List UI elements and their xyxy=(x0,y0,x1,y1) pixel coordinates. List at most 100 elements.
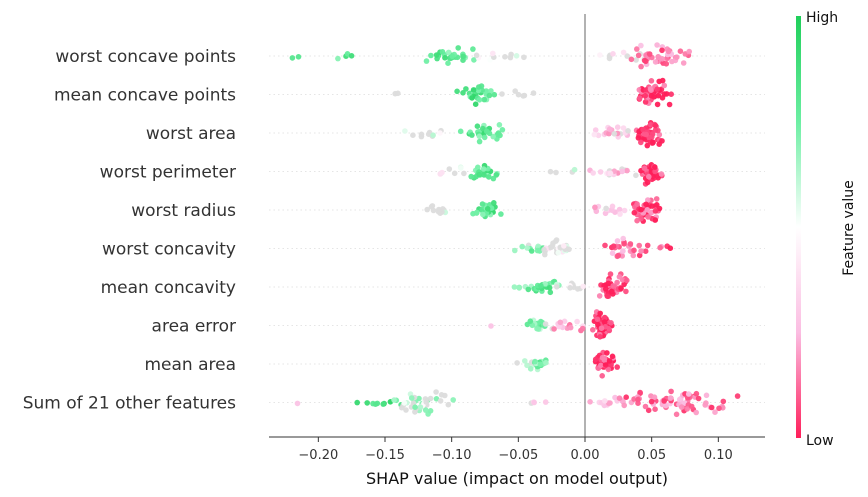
shap-point xyxy=(645,407,652,414)
shap-point xyxy=(663,91,670,97)
shap-point xyxy=(667,395,674,401)
shap-point xyxy=(455,45,462,51)
shap-point xyxy=(289,55,296,61)
shap-point xyxy=(656,78,662,85)
shap-point xyxy=(592,356,599,363)
feature-labels: worst concave points mean concave points w… xyxy=(23,47,236,414)
shap-point xyxy=(644,242,651,249)
shap-point xyxy=(688,403,695,410)
shap-point xyxy=(614,279,620,286)
shap-point xyxy=(627,241,634,247)
shap-point xyxy=(623,288,629,295)
shap-point xyxy=(294,400,301,407)
shap-point xyxy=(644,142,651,149)
shap-point xyxy=(463,86,469,92)
shap-point xyxy=(483,128,490,135)
shap-point xyxy=(668,91,674,97)
x-tick-label: 0.10 xyxy=(704,448,733,463)
shap-point xyxy=(567,285,573,291)
shap-point xyxy=(442,392,448,399)
shap-point xyxy=(602,362,609,368)
shap-point xyxy=(638,63,644,70)
shap-point xyxy=(642,403,649,410)
shap-point xyxy=(646,173,652,180)
shap-point xyxy=(468,173,475,180)
shap-point xyxy=(602,315,608,321)
shap-point xyxy=(634,46,640,52)
shap-point xyxy=(480,125,486,132)
shap-point xyxy=(602,242,608,249)
shap-point xyxy=(684,406,690,412)
shap-point xyxy=(514,360,520,366)
shap-point xyxy=(665,48,672,55)
shap-point xyxy=(686,48,692,55)
shap-point xyxy=(624,167,630,174)
shap-point xyxy=(614,124,621,130)
shap-point xyxy=(619,168,626,175)
shap-point xyxy=(638,139,644,146)
shap-point xyxy=(551,326,557,332)
shap-point xyxy=(607,170,614,177)
shap-point xyxy=(470,46,476,52)
shap-point xyxy=(638,42,644,49)
shap-point xyxy=(652,164,658,170)
shap-point xyxy=(461,170,467,177)
shap-point xyxy=(659,47,665,54)
shap-point xyxy=(610,243,617,249)
shap-point xyxy=(644,207,651,213)
shap-point xyxy=(512,247,518,254)
shap-point xyxy=(491,200,497,206)
shap-point xyxy=(553,169,559,176)
shap-point xyxy=(433,52,440,58)
shap-point xyxy=(437,398,444,404)
shap-point xyxy=(652,406,658,413)
shap-point xyxy=(612,394,618,401)
shap-point xyxy=(425,131,432,137)
shap-point xyxy=(703,392,710,399)
shap-point xyxy=(537,361,544,368)
shap-point xyxy=(633,172,639,179)
shap-point xyxy=(534,325,540,332)
shap-point xyxy=(532,358,538,365)
shap-point xyxy=(484,206,491,212)
shap-point xyxy=(488,323,494,329)
shap-point xyxy=(490,133,497,140)
shap-point xyxy=(480,211,486,218)
shap-point xyxy=(638,248,644,254)
shap-point xyxy=(430,207,437,214)
shap-point xyxy=(454,88,460,95)
row-gridlines xyxy=(269,55,765,403)
shap-point xyxy=(374,400,381,407)
feature-label: Sum of 21 other features xyxy=(23,394,236,414)
shap-point xyxy=(486,174,492,180)
shap-point xyxy=(592,204,598,211)
shap-point xyxy=(623,394,629,401)
shap-point xyxy=(597,52,603,58)
colorbar-high-label: High xyxy=(806,10,838,26)
shap-point xyxy=(654,101,661,108)
shap-point xyxy=(659,56,665,62)
shap-point xyxy=(474,123,481,129)
shap-point xyxy=(644,179,651,186)
x-tick-label: 0.05 xyxy=(637,448,666,463)
shap-point xyxy=(427,408,434,414)
shap-point xyxy=(480,166,487,172)
shap-point xyxy=(597,169,604,175)
feature-label: mean concavity xyxy=(101,278,236,298)
shap-point xyxy=(594,316,601,323)
shap-point xyxy=(602,398,608,404)
shap-point xyxy=(423,58,430,64)
shap-point xyxy=(610,283,616,289)
shap-point xyxy=(620,235,626,242)
shap-point xyxy=(547,289,554,296)
shap-point xyxy=(635,52,642,59)
shap-point xyxy=(476,171,483,178)
shap-point xyxy=(491,91,498,98)
shap-point xyxy=(522,358,528,364)
shap-point xyxy=(695,395,702,402)
shap-point xyxy=(542,281,548,287)
colorbar-title: Feature value xyxy=(841,180,857,276)
shap-point xyxy=(674,54,680,60)
shap-point xyxy=(542,321,549,327)
shap-point xyxy=(610,51,616,57)
